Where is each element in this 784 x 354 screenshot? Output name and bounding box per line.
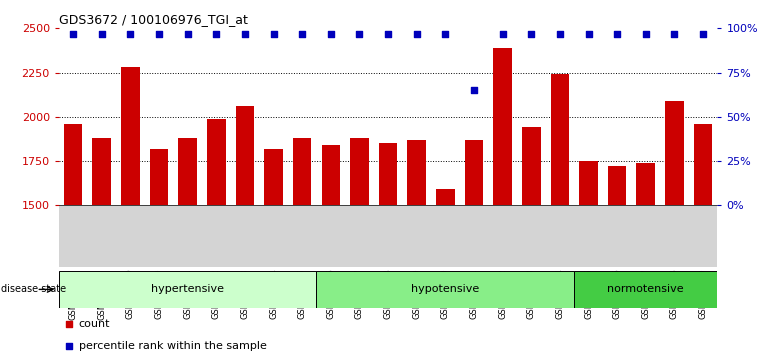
Point <box>238 31 251 36</box>
Text: hypertensive: hypertensive <box>151 284 224 295</box>
Point <box>439 31 452 36</box>
Bar <box>317 271 574 308</box>
Point <box>468 87 481 93</box>
Point <box>210 31 223 36</box>
Point <box>124 31 136 36</box>
Text: normotensive: normotensive <box>608 284 684 295</box>
Point <box>525 31 538 36</box>
Text: GDS3672 / 100106976_TGI_at: GDS3672 / 100106976_TGI_at <box>59 13 248 26</box>
Point <box>325 31 337 36</box>
Point <box>697 31 710 36</box>
Point <box>583 31 595 36</box>
Bar <box>579 161 598 354</box>
Bar <box>694 124 713 354</box>
Point <box>153 31 165 36</box>
Point <box>554 31 566 36</box>
Point <box>181 31 194 36</box>
Bar <box>574 271 717 308</box>
Bar <box>665 101 684 354</box>
Text: percentile rank within the sample: percentile rank within the sample <box>78 341 267 350</box>
Point <box>382 31 394 36</box>
Bar <box>465 140 483 354</box>
Point <box>611 31 623 36</box>
Bar <box>236 106 254 354</box>
Bar <box>493 48 512 354</box>
Bar <box>121 67 140 354</box>
Bar <box>408 140 426 354</box>
Bar <box>264 149 283 354</box>
Bar <box>59 271 317 308</box>
Text: disease state: disease state <box>1 284 66 295</box>
Point <box>472 59 485 65</box>
Point <box>472 253 485 258</box>
Bar <box>522 127 540 354</box>
Bar <box>550 74 569 354</box>
Point <box>96 31 108 36</box>
Point <box>668 31 681 36</box>
Bar <box>178 138 197 354</box>
Point <box>267 31 280 36</box>
Bar <box>293 138 311 354</box>
Bar <box>608 166 626 354</box>
Point <box>296 31 308 36</box>
Bar <box>207 119 226 354</box>
Bar <box>436 189 455 354</box>
Bar <box>321 145 340 354</box>
Bar <box>64 124 82 354</box>
Point <box>640 31 652 36</box>
Bar <box>379 143 397 354</box>
Text: hypotensive: hypotensive <box>412 284 480 295</box>
Bar <box>93 138 111 354</box>
Point <box>411 31 423 36</box>
Point <box>496 31 509 36</box>
Point <box>67 31 79 36</box>
Bar <box>637 163 655 354</box>
Bar <box>350 138 368 354</box>
Text: count: count <box>78 319 110 329</box>
Point <box>353 31 365 36</box>
Bar <box>150 149 169 354</box>
